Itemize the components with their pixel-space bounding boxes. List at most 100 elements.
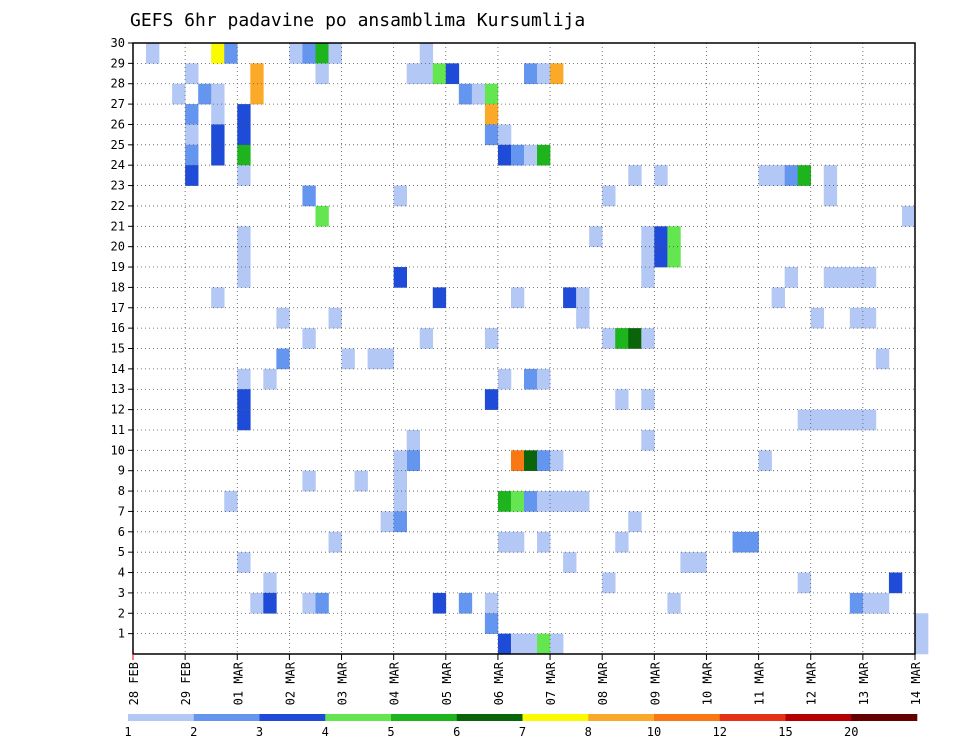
heatmap-cell (836, 409, 851, 431)
x-tick-label: 01 MAR (231, 661, 245, 705)
colorbar-label: 12 (713, 725, 727, 739)
y-tick-label: 11 (111, 423, 125, 437)
heatmap-cell (915, 633, 929, 655)
heatmap-cell (328, 531, 342, 553)
y-tick-label: 25 (111, 138, 125, 152)
heatmap-cell (146, 43, 160, 64)
colorbar-segment (128, 714, 195, 721)
colorbar-segment (193, 714, 260, 721)
heatmap-cell (849, 592, 864, 614)
heatmap-cell (875, 348, 890, 370)
heatmap-cell (537, 63, 551, 85)
heatmap-cell (849, 409, 864, 431)
heatmap-cell (263, 572, 277, 594)
heatmap-cell (211, 124, 225, 146)
heatmap-cell (458, 83, 473, 105)
heatmap-cell (823, 185, 838, 207)
heatmap-cell (641, 226, 655, 247)
colorbar-segment (325, 714, 392, 721)
y-tick-label: 24 (111, 158, 125, 172)
heatmap-cell (237, 389, 251, 410)
heatmap-cell (172, 83, 186, 105)
y-tick-label: 15 (111, 342, 125, 356)
heatmap-cell (211, 83, 225, 105)
heatmap-cell (524, 144, 538, 166)
colorbar-label: 7 (519, 725, 526, 739)
x-tick-label: 06 MAR (492, 661, 506, 705)
heatmap-cell (211, 104, 225, 125)
x-tick-label: 29 FEB (179, 662, 193, 705)
heatmap-cell (432, 63, 447, 85)
heatmap-cell (224, 491, 238, 512)
heatmap-cell (315, 592, 329, 614)
heatmap-cell (537, 491, 551, 512)
heatmap-cell (771, 165, 785, 186)
heatmap-cell (862, 267, 877, 288)
heatmap-cell (237, 267, 251, 288)
y-tick-label: 1 (118, 627, 125, 641)
x-axis: 28 FEB 29 FEB 01 MAR 02 MAR 03 MAR 04 MAR 05 M… (127, 654, 923, 705)
colorbar-segment (654, 714, 721, 721)
heatmap-cell (602, 572, 616, 594)
heatmap-cell (302, 592, 316, 614)
x-tick-label: 12 MAR (805, 661, 819, 705)
heatmap-cell (510, 633, 525, 655)
colorbar-segment (588, 714, 655, 721)
heatmap-cell (641, 267, 655, 288)
x-tick-label: 14 MAR (909, 661, 923, 705)
heatmap-cell (302, 470, 316, 492)
heatmap-cell (510, 531, 525, 553)
heatmap-cell (576, 287, 590, 309)
heatmap-cell (862, 592, 877, 614)
heatmap-cell (289, 43, 303, 64)
heatmap-cell (641, 429, 655, 451)
colorbar-segment (456, 714, 523, 721)
x-tick-label: 13 MAR (857, 661, 871, 705)
heatmap-cell (341, 348, 355, 370)
heatmap-cell (784, 165, 798, 186)
heatmap-cell (484, 124, 499, 146)
y-tick-label: 19 (111, 260, 125, 274)
y-tick-label: 4 (118, 566, 125, 580)
heatmap-cell (537, 531, 551, 553)
heatmap-cell (654, 246, 668, 268)
colorbar-segment (522, 714, 589, 721)
colorbar-label: 10 (647, 725, 661, 739)
y-tick-label: 28 (111, 77, 125, 91)
heatmap-cell (823, 409, 838, 431)
heatmap-cell (393, 511, 407, 533)
heatmap-cell (628, 165, 642, 186)
heatmap-cell (458, 592, 473, 614)
heatmap-cell (263, 368, 277, 390)
heatmap-cell (380, 511, 394, 533)
y-tick-label: 30 (111, 36, 125, 50)
heatmap-cell (537, 368, 551, 390)
heatmap-cell (367, 348, 381, 370)
heatmap-cell (810, 307, 825, 329)
heatmap-cell (758, 450, 772, 471)
heatmap-cell (550, 491, 564, 512)
colorbar-segment (785, 714, 852, 721)
y-tick-label: 12 (111, 403, 125, 417)
heatmap-cell (393, 450, 407, 471)
heatmap-cell (237, 144, 251, 166)
heatmap-cell (524, 63, 538, 85)
heatmap-cell (237, 409, 251, 431)
heatmap-cell (237, 246, 251, 268)
heatmap-cell (237, 165, 251, 186)
x-tick-label: 02 MAR (283, 661, 297, 705)
y-tick-label: 23 (111, 179, 125, 193)
heatmap-cell (484, 389, 499, 410)
heatmap-cell (354, 470, 368, 492)
heatmap-cell (849, 267, 864, 288)
heatmap-cell (641, 246, 655, 268)
heatmap-cell (641, 389, 655, 410)
heatmap-cell (237, 104, 251, 125)
heatmap-cell (810, 409, 825, 431)
heatmap-cell (667, 592, 681, 614)
colorbar: 1 2 3 4 5 6 7 8 10 12 15 20 (124, 714, 918, 739)
heatmap-cell (550, 450, 564, 471)
heatmap-cell (823, 165, 838, 186)
y-tick-label: 10 (111, 443, 125, 457)
x-tick-label: 09 MAR (648, 661, 662, 705)
